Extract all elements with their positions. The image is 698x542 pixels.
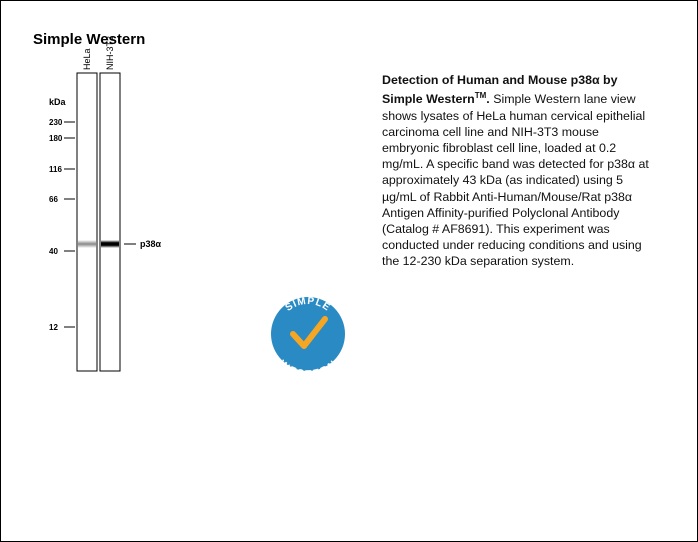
caption-body: Simple Western lane view shows lysates o… bbox=[382, 92, 649, 268]
marker-label: 12 bbox=[49, 323, 58, 332]
title: Simple Western bbox=[33, 31, 145, 48]
page: Simple Western kDa HeLa NIH-3T3 230 180 116 6… bbox=[0, 0, 698, 542]
lane bbox=[100, 73, 120, 371]
marker-label: 180 bbox=[49, 134, 63, 143]
trademark: TM bbox=[475, 91, 487, 100]
band bbox=[101, 240, 119, 248]
marker-label: 116 bbox=[49, 165, 62, 174]
lane-label: NIH-3T3 bbox=[105, 36, 115, 70]
caption-title-end: . bbox=[486, 92, 489, 106]
lane-label: HeLa bbox=[82, 48, 92, 70]
logo-circle bbox=[271, 297, 345, 371]
unit-label: kDa bbox=[49, 97, 67, 107]
marker-label: 66 bbox=[49, 195, 58, 204]
marker-label: 40 bbox=[49, 247, 58, 256]
caption: Detection of Human and Mouse p38α by Sim… bbox=[382, 72, 658, 270]
marker-label: 230 bbox=[49, 118, 63, 127]
lane bbox=[77, 73, 97, 371]
logo: SIMPLE WESTERN bbox=[271, 296, 345, 381]
band bbox=[78, 240, 96, 248]
band-label: p38α bbox=[140, 239, 162, 249]
lanes: HeLa NIH-3T3 230 180 116 66 40 12 p38α bbox=[49, 36, 162, 371]
